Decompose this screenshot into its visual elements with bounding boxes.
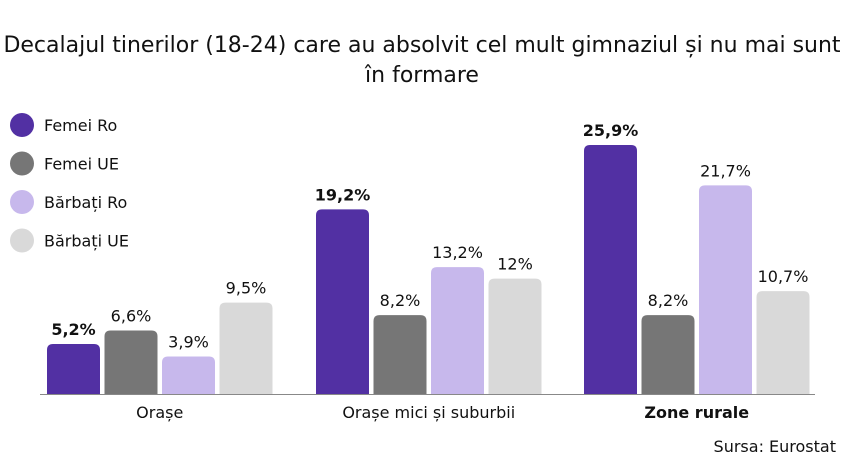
data-label: 6,6% bbox=[111, 307, 152, 326]
data-label: 25,9% bbox=[583, 121, 639, 140]
legend: Femei Ro Femei UE Bărbați Ro Bărbați UE bbox=[10, 113, 129, 253]
source-note: Sursa: Eurostat bbox=[714, 437, 836, 456]
data-label: 9,5% bbox=[226, 279, 267, 298]
legend-label: Bărbați Ro bbox=[44, 193, 127, 212]
chart-title-line: în formare bbox=[364, 63, 479, 88]
bar bbox=[104, 330, 158, 394]
legend-label: Bărbați UE bbox=[44, 232, 129, 251]
bar bbox=[584, 144, 637, 394]
bar bbox=[488, 278, 542, 394]
legend-label: Femei UE bbox=[44, 155, 119, 174]
chart-title-line: Decalajul tinerilor (18-24) care au abso… bbox=[3, 33, 840, 58]
data-label: 10,7% bbox=[758, 267, 809, 286]
bar bbox=[316, 209, 369, 394]
data-label: 8,2% bbox=[380, 291, 421, 310]
category-labels: Orașe Orașe mici și suburbii Zone rurale bbox=[136, 403, 749, 422]
bars bbox=[47, 144, 810, 394]
data-label: 13,2% bbox=[432, 243, 483, 262]
bar bbox=[756, 291, 810, 394]
bar bbox=[431, 267, 484, 394]
chart-title: Decalajul tinerilor (18-24) care au abso… bbox=[3, 33, 840, 88]
bar bbox=[373, 315, 427, 394]
category-label: Orașe bbox=[136, 403, 183, 422]
legend-swatch bbox=[10, 113, 34, 137]
bar bbox=[219, 302, 273, 394]
data-label: 5,2% bbox=[51, 320, 95, 339]
category-label: Zone rurale bbox=[644, 403, 749, 422]
data-label: 21,7% bbox=[700, 161, 751, 180]
legend-swatch bbox=[10, 228, 34, 253]
legend-swatch bbox=[10, 151, 34, 176]
bar bbox=[47, 344, 100, 394]
legend-item: Femei Ro bbox=[10, 113, 117, 137]
legend-swatch bbox=[10, 190, 34, 214]
data-label: 8,2% bbox=[648, 291, 689, 310]
data-label: 12% bbox=[497, 255, 533, 274]
data-label: 19,2% bbox=[315, 185, 371, 204]
bar bbox=[641, 315, 695, 394]
value-labels: 5,2% 19,2% 25,9% 6,6% 8,2% 8,2% 3,9% 13,2% 21,7%… bbox=[51, 121, 808, 352]
bar bbox=[699, 185, 752, 394]
legend-item: Bărbați UE bbox=[10, 228, 129, 253]
legend-item: Femei UE bbox=[10, 151, 119, 176]
legend-label: Femei Ro bbox=[44, 116, 117, 135]
data-label: 3,9% bbox=[168, 333, 209, 352]
legend-item: Bărbați Ro bbox=[10, 190, 127, 214]
category-label: Orașe mici și suburbii bbox=[342, 403, 515, 422]
bar bbox=[162, 356, 215, 394]
